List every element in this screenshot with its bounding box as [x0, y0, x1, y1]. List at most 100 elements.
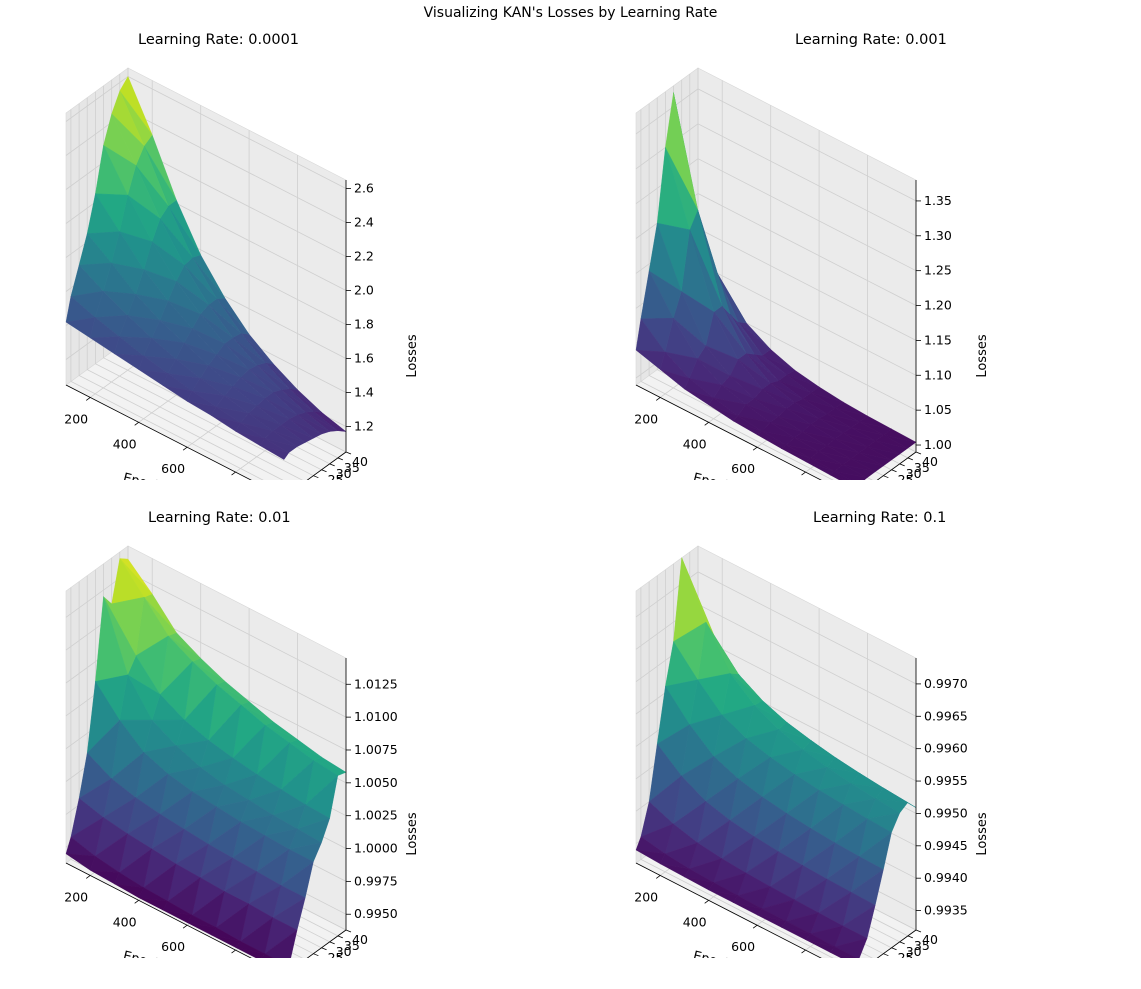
loss-tick-label: 0.9955: [924, 773, 968, 788]
epoch-tick: [801, 949, 806, 954]
loss-surface: [65, 76, 347, 460]
surface-plot[interactable]: 20040060080010005101520253035401.21.41.6…: [0, 0, 570, 480]
epoch-tick: [182, 446, 188, 451]
surface-facet: [264, 929, 298, 958]
surface-facet: [259, 445, 290, 460]
surface-facet: [732, 902, 763, 916]
surface-facet: [805, 461, 836, 476]
subplot-title: Learning Rate: 0.1: [813, 510, 947, 526]
loss-tick-label: 1.0100: [354, 709, 398, 724]
surface-facet: [90, 870, 120, 885]
node-tick: [883, 475, 889, 479]
epoch-axis-label: Epochs: [691, 949, 740, 958]
node-tick-label: 40: [352, 454, 368, 469]
surface-facet: [635, 349, 666, 370]
epoch-axis-label: Epochs: [121, 949, 170, 958]
epoch-tick-label: 600: [161, 939, 185, 954]
epoch-tick-label: 400: [113, 436, 137, 451]
node-tick-label: 30: [336, 944, 352, 958]
node-tick-label: 35: [914, 460, 930, 475]
loss-tick-label: 0.9975: [354, 873, 398, 888]
surface-facet: [187, 922, 217, 936]
surface-facet: [162, 909, 193, 923]
surface-facet: [708, 889, 739, 903]
node-tick: [907, 935, 913, 939]
surface-facet: [65, 317, 96, 339]
epoch-tick-label: 400: [113, 914, 137, 929]
surface-facet: [89, 336, 120, 355]
loss-axis-label: Losses: [975, 334, 990, 378]
loss-axis-label: Losses: [405, 812, 420, 856]
loss-tick-label: 1.00: [924, 437, 952, 452]
loss-tick-label: 2.2: [354, 249, 374, 264]
subplot-lr-01: Learning Rate: 0.01 20040060080010005101…: [0, 478, 570, 958]
node-tick-label: 35: [344, 460, 360, 475]
subplot-lr-1: Learning Rate: 0.1 200400600800100051015…: [570, 478, 1140, 958]
loss-tick-label: 2.6: [354, 181, 374, 196]
loss-tick-label: 1.10: [924, 367, 952, 382]
node-tick: [313, 953, 319, 957]
loss-tick-label: 1.2: [354, 419, 374, 434]
surface-facet: [211, 934, 241, 948]
epoch-tick-label: 600: [161, 461, 185, 476]
node-tick-label: 20: [889, 956, 905, 958]
surface-facet: [829, 952, 856, 958]
loss-tick-label: 1.0075: [354, 742, 398, 757]
subplot-title: Learning Rate: 0.0001: [138, 32, 300, 48]
node-tick: [321, 469, 327, 473]
node-tick: [891, 947, 897, 951]
node-tick-label: 40: [922, 454, 938, 469]
surface-facet: [805, 939, 836, 953]
subplot-lr-0001: Learning Rate: 0.0001 200400600800100051…: [0, 0, 570, 480]
loss-tick-label: 0.9950: [354, 906, 398, 921]
surface-facet: [211, 415, 241, 432]
axes: 20040060080010005101520253035400.99350.9…: [634, 658, 990, 958]
node-tick: [899, 941, 905, 945]
loss-surface: [635, 557, 917, 958]
node-tick-label: 20: [319, 956, 335, 958]
epoch-tick: [134, 900, 139, 904]
loss-tick-label: 1.0050: [354, 775, 398, 790]
surface-plot[interactable]: 20040060080010005101520253035400.99500.9…: [0, 478, 570, 958]
loss-tick-label: 0.9965: [924, 708, 968, 723]
loss-surface: [65, 557, 347, 958]
node-tick: [337, 935, 343, 939]
grid-line-y: [86, 97, 303, 480]
node-tick: [915, 929, 922, 933]
epoch-axis-line: [635, 384, 822, 480]
surface-facet: [235, 431, 266, 446]
loss-tick-label: 0.9950: [924, 805, 968, 820]
loss-tick-label: 0.9970: [924, 676, 968, 691]
node-tick: [883, 953, 889, 957]
surface-facet: [186, 401, 217, 416]
loss-tick-label: 1.0000: [354, 841, 398, 856]
surface-facet: [781, 927, 811, 940]
epoch-axis-line: [635, 862, 822, 958]
loss-tick-label: 1.6: [354, 351, 374, 366]
loss-axis-label: Losses: [975, 812, 990, 856]
epoch-tick-label: 400: [683, 436, 707, 451]
node-axis-line: [306, 451, 347, 480]
loss-tick-label: 2.4: [354, 215, 374, 230]
epoch-tick: [704, 422, 709, 426]
loss-tick-label: 1.05: [924, 402, 952, 417]
epoch-tick-label: 200: [64, 411, 88, 426]
loss-tick-label: 2.0: [354, 283, 374, 298]
axes: 20040060080010005101520253035400.99500.9…: [64, 658, 420, 958]
epoch-tick-label: 600: [731, 939, 755, 954]
surface-facet: [138, 897, 169, 911]
subplot-lr-001: Learning Rate: 0.001 2004006008001000510…: [570, 0, 1140, 480]
loss-tick-label: 0.9960: [924, 741, 968, 756]
loss-tick-label: 0.9935: [924, 903, 968, 918]
surface-facet: [757, 914, 787, 928]
surface-plot[interactable]: 20040060080010005101520253035400.99350.9…: [570, 478, 1140, 958]
surface-facet: [114, 883, 144, 898]
epoch-tick: [752, 924, 758, 929]
node-tick: [907, 457, 913, 461]
epoch-tick: [134, 422, 139, 426]
node-tick: [899, 463, 905, 467]
loss-tick-label: 1.25: [924, 263, 952, 278]
epoch-axis-label: Epochs: [691, 471, 740, 480]
surface-plot[interactable]: 20040060080010005101520253035401.001.051…: [570, 0, 1140, 480]
surface-facet: [635, 849, 666, 865]
